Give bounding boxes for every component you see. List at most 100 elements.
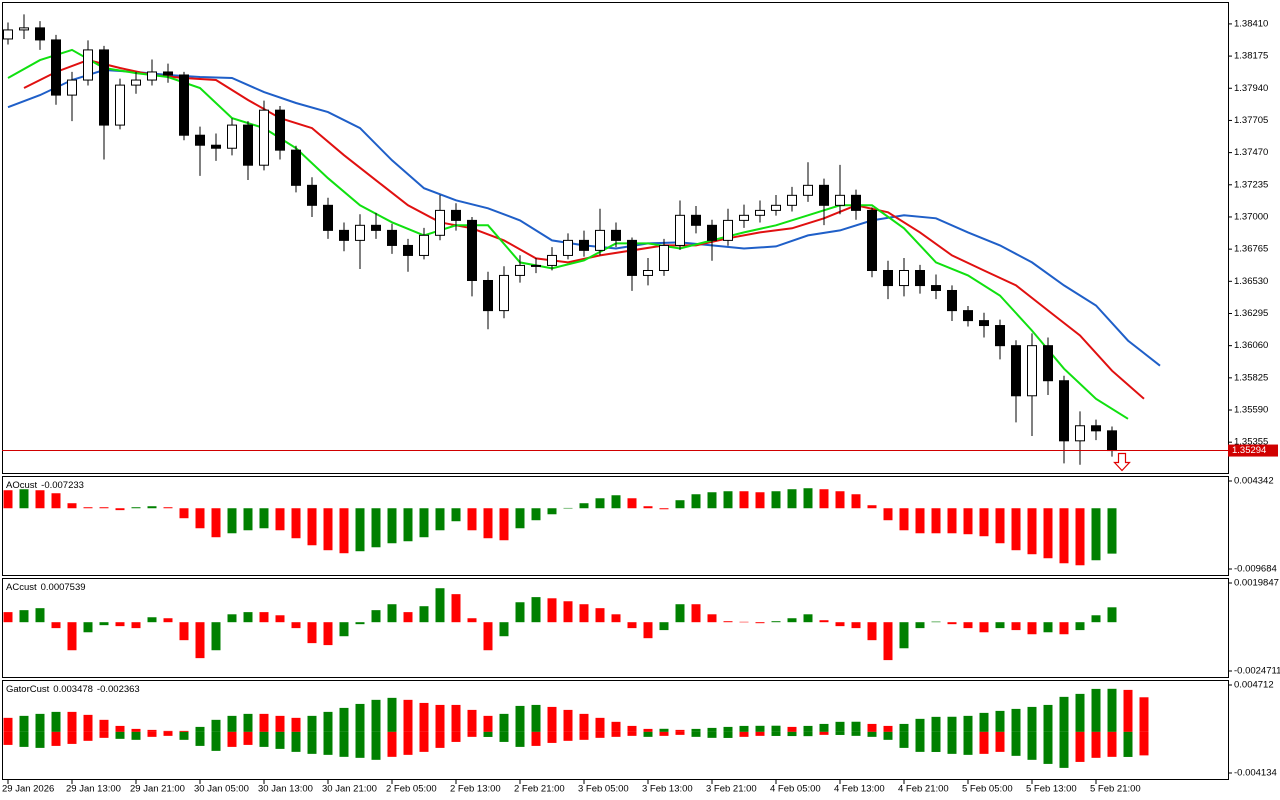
candle-body [819, 184, 829, 206]
y-tick-label: -0.0024711 [1234, 666, 1280, 677]
histogram-bar [371, 508, 381, 548]
histogram-bar [483, 622, 493, 651]
histogram-bar [451, 508, 461, 522]
candle-body [579, 239, 589, 251]
histogram-bar [867, 505, 877, 509]
histogram-bar [99, 622, 109, 626]
histogram-bar [307, 508, 317, 546]
gator-bar [115, 725, 125, 732]
candle-body [787, 194, 797, 206]
histogram-bar [739, 491, 749, 509]
histogram-bar [467, 618, 477, 623]
candle-body [1043, 345, 1053, 382]
gator-bar [1075, 731, 1085, 762]
gator-bar [787, 731, 797, 737]
candle-body [483, 279, 493, 312]
x-tick-label: 2 Feb 21:00 [514, 784, 565, 795]
histogram-bar [643, 506, 653, 509]
x-tick-label: 29 Jan 2026 [2, 784, 54, 795]
gator-bar [211, 719, 221, 732]
gator-bar [339, 707, 349, 732]
candle-body [83, 49, 93, 81]
y-tick-label: 1.35590 [1234, 405, 1268, 416]
histogram-bar [115, 622, 125, 627]
histogram-bar [931, 621, 941, 623]
candle-body [115, 84, 125, 126]
histogram-bar [99, 507, 109, 509]
histogram-bar [419, 606, 429, 623]
gator-bar [547, 706, 557, 732]
gator-bar [755, 725, 765, 732]
gator-bar [291, 717, 301, 732]
histogram-bar [995, 622, 1005, 629]
histogram-bar [627, 498, 637, 509]
ao-name: AOcust [6, 480, 38, 491]
gator-bar [403, 699, 413, 732]
gator-bar [515, 731, 525, 747]
histogram-bar [1059, 508, 1069, 564]
gator-bar [371, 699, 381, 732]
gator-bar [643, 728, 653, 732]
gator-bar [675, 729, 685, 732]
candle-body [851, 194, 861, 211]
candle-body [163, 71, 173, 76]
gator-bar [755, 731, 765, 736]
gator-bar [163, 730, 173, 732]
histogram-bar [323, 508, 333, 551]
histogram-bar [643, 622, 653, 639]
gator-bar [19, 715, 29, 732]
gator-bar [1107, 688, 1117, 732]
histogram-bar [147, 617, 157, 623]
gator-bar [819, 723, 829, 732]
gator-bar [51, 731, 61, 746]
candle-body [1027, 345, 1037, 397]
ac-title: ACcust 0.0007539 [6, 582, 86, 593]
histogram-bar [995, 508, 1005, 544]
x-tick-label: 5 Feb 05:00 [962, 784, 1013, 795]
y-tick-label: -0.009684 [1234, 564, 1277, 575]
gator-bar [1123, 731, 1133, 757]
x-tick-label: 29 Jan 21:00 [130, 784, 185, 795]
histogram-bar [659, 622, 669, 631]
histogram-bar [451, 594, 461, 623]
gator-bar [419, 702, 429, 732]
histogram-bar [595, 608, 605, 623]
candle-body [227, 124, 237, 149]
histogram-bar [51, 622, 61, 629]
gator-bar [483, 715, 493, 732]
gator-bar [659, 731, 669, 736]
histogram-bar [707, 614, 717, 623]
histogram-bar [499, 622, 509, 637]
histogram-bar [211, 622, 221, 651]
gator-bar [51, 711, 61, 732]
histogram-bar [723, 491, 733, 509]
gator-bar [579, 731, 589, 740]
histogram-bar [3, 490, 13, 509]
histogram-bar [851, 494, 861, 509]
histogram-bar [1059, 622, 1069, 635]
gator-bar [83, 731, 93, 741]
gator-bar [387, 731, 397, 757]
y-tick-label: 1.37705 [1234, 115, 1268, 126]
gator-bar [883, 731, 893, 740]
gator-name: GatorCust [6, 684, 50, 695]
gator-bar [691, 731, 701, 737]
candle-body [355, 224, 365, 241]
candle-body [675, 214, 685, 246]
x-tick-label: 3 Feb 21:00 [706, 784, 757, 795]
y-tick-label: 1.35355 [1234, 437, 1268, 448]
histogram-bar [1091, 508, 1101, 561]
gator-bar [67, 731, 77, 744]
candle-body [915, 269, 925, 287]
gator-bar [35, 713, 45, 732]
y-tick-label: 1.38410 [1234, 18, 1268, 29]
histogram-bar [1107, 508, 1117, 554]
gator-bar [643, 731, 653, 737]
histogram-bar [355, 508, 365, 552]
gator-bar [531, 731, 541, 746]
gator-bar [627, 725, 637, 732]
candle-body [67, 79, 77, 96]
histogram-bar [819, 620, 829, 623]
gator-bar [211, 731, 221, 751]
candle-body [995, 325, 1005, 347]
